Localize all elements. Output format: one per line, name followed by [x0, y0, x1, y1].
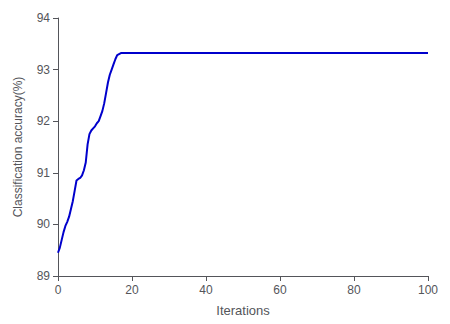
svg-text:20: 20: [125, 283, 139, 297]
svg-text:93: 93: [37, 63, 51, 77]
svg-text:0: 0: [55, 283, 62, 297]
svg-text:91: 91: [37, 166, 51, 180]
svg-text:90: 90: [37, 217, 51, 231]
svg-text:40: 40: [199, 283, 213, 297]
svg-text:60: 60: [273, 283, 287, 297]
svg-text:80: 80: [347, 283, 361, 297]
svg-text:Iterations: Iterations: [216, 303, 270, 318]
svg-text:92: 92: [37, 114, 51, 128]
svg-text:100: 100: [418, 283, 438, 297]
svg-text:Classification accuracy(%): Classification accuracy(%): [11, 77, 25, 218]
svg-text:94: 94: [37, 11, 51, 25]
svg-text:89: 89: [37, 269, 51, 283]
